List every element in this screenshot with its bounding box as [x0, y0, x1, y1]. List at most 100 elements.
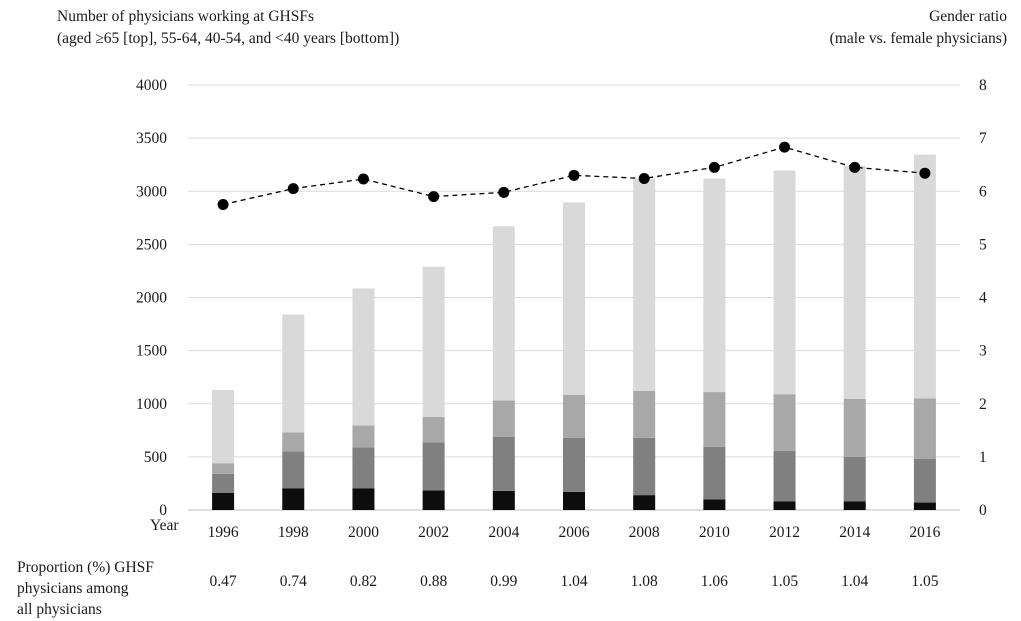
gender-ratio-point	[708, 161, 720, 173]
bar-segment	[352, 288, 375, 426]
left-y-tick-label: 4000	[136, 77, 167, 94]
bar-segment	[422, 266, 445, 418]
bar-segment	[352, 447, 375, 489]
right-y-tick-label: 0	[979, 502, 987, 519]
axis-labels: 0 500 1000 1500 2000 2500 3000 3500 4000 0 1 2 3 4 5 6 7…	[136, 77, 987, 590]
gender-ratio-point	[287, 183, 299, 195]
proportion-value: 1.05	[771, 573, 798, 590]
bar-segment	[282, 451, 305, 489]
left-y-tick-label: 1500	[136, 343, 167, 360]
x-tick-label: 2010	[699, 524, 730, 541]
x-tick-label: 2016	[909, 524, 940, 541]
proportion-value: 1.08	[631, 573, 658, 590]
gender-ratio-point	[849, 161, 861, 173]
bar-segment	[843, 165, 866, 399]
bar-segment	[703, 499, 726, 510]
bar-segment	[212, 493, 235, 510]
bar-segment	[773, 394, 796, 452]
right-y-tick-label: 8	[979, 77, 987, 94]
gender-ratio-point	[498, 186, 510, 198]
left-y-tick-label: 3000	[136, 183, 167, 200]
gender-ratio-point	[357, 173, 369, 185]
x-tick-label: 2004	[488, 524, 519, 541]
right-y-tick-label: 5	[979, 236, 987, 253]
right-axis-title-line-2: (male vs. female physicians)	[829, 30, 1007, 47]
gender-ratio-point	[919, 167, 931, 179]
bar-segment	[773, 170, 796, 395]
gender-ratio-point	[779, 141, 791, 153]
x-tick-label: 1998	[278, 524, 309, 541]
bar-segment	[352, 425, 375, 448]
x-tick-label: 1996	[208, 524, 239, 541]
bar-segment	[212, 463, 235, 474]
bar-segment	[422, 417, 445, 443]
bar-segment	[352, 488, 375, 510]
bar-segment	[422, 442, 445, 491]
proportion-value: 0.47	[210, 573, 237, 590]
bar-segment	[913, 154, 936, 399]
bar-segment	[913, 502, 936, 510]
bar-segment	[703, 178, 726, 393]
bar-segment	[422, 490, 445, 510]
gender-ratio-point	[428, 191, 440, 203]
proportion-value: 0.82	[350, 573, 377, 590]
gender-ratio-line	[217, 141, 931, 211]
proportion-label-line-1: Proportion (%) GHSF	[17, 559, 154, 576]
bar-segment	[282, 488, 305, 510]
x-tick-label: 2012	[769, 524, 800, 541]
bar-segment	[563, 202, 585, 395]
right-y-tick-label: 3	[979, 343, 987, 360]
bar-segment	[212, 473, 235, 493]
right-y-tick-label: 1	[979, 449, 987, 466]
bar-segment	[843, 398, 866, 457]
bar-segment	[212, 389, 235, 464]
gender-ratio-point	[638, 173, 650, 184]
proportion-value: 1.05	[911, 573, 938, 590]
bar-segment	[633, 391, 656, 438]
bar-segment	[282, 314, 305, 433]
bar-segment	[633, 179, 656, 391]
proportion-label-line-3: all physicians	[17, 601, 102, 618]
proportion-value: 0.74	[280, 573, 307, 590]
right-y-tick-label: 6	[979, 183, 987, 200]
x-tick-label: 2014	[839, 524, 870, 541]
stacked-bars	[212, 154, 936, 510]
bar-segment	[492, 490, 515, 510]
bar-segment	[282, 432, 305, 452]
bar-segment	[563, 491, 585, 510]
bar-segment	[703, 392, 726, 447]
right-y-tick-label: 7	[979, 130, 987, 147]
bar-segment	[773, 451, 796, 502]
gender-ratio-point	[217, 199, 229, 211]
x-tick-label: 2006	[559, 524, 590, 541]
bar-segment	[492, 436, 515, 491]
proportion-value: 1.04	[841, 573, 868, 590]
bar-segment	[633, 437, 656, 496]
left-y-tick-label: 2000	[136, 290, 167, 307]
x-tick-label: 2002	[418, 524, 449, 541]
bar-segment	[563, 437, 585, 492]
x-tick-label: 2008	[629, 524, 660, 541]
bar-segment	[913, 398, 936, 459]
right-y-tick-label: 2	[979, 396, 987, 413]
gender-ratio-point	[568, 169, 580, 181]
bar-segment	[492, 400, 515, 437]
bar-segment	[492, 226, 515, 401]
left-y-tick-label: 1000	[136, 396, 167, 413]
bar-segment	[703, 446, 726, 500]
bar-segment	[843, 501, 866, 510]
left-y-tick-label: 3500	[136, 130, 167, 147]
bar-segment	[913, 459, 936, 503]
x-axis-label: Year	[150, 517, 179, 534]
left-axis-title-line-2: (aged ≥65 [top], 55-64, 40-54, and <40 y…	[57, 30, 400, 47]
proportion-label-line-2: physicians among	[17, 580, 129, 597]
proportion-value: 1.06	[701, 573, 728, 590]
left-axis-title-line-1: Number of physicians working at GHSFs	[57, 8, 315, 25]
left-y-tick-label: 500	[144, 449, 168, 466]
proportion-value: 0.99	[490, 573, 517, 590]
x-tick-label: 2000	[348, 524, 379, 541]
bar-segment	[843, 456, 866, 502]
proportion-value: 0.88	[420, 573, 447, 590]
bar-segment	[773, 501, 796, 510]
